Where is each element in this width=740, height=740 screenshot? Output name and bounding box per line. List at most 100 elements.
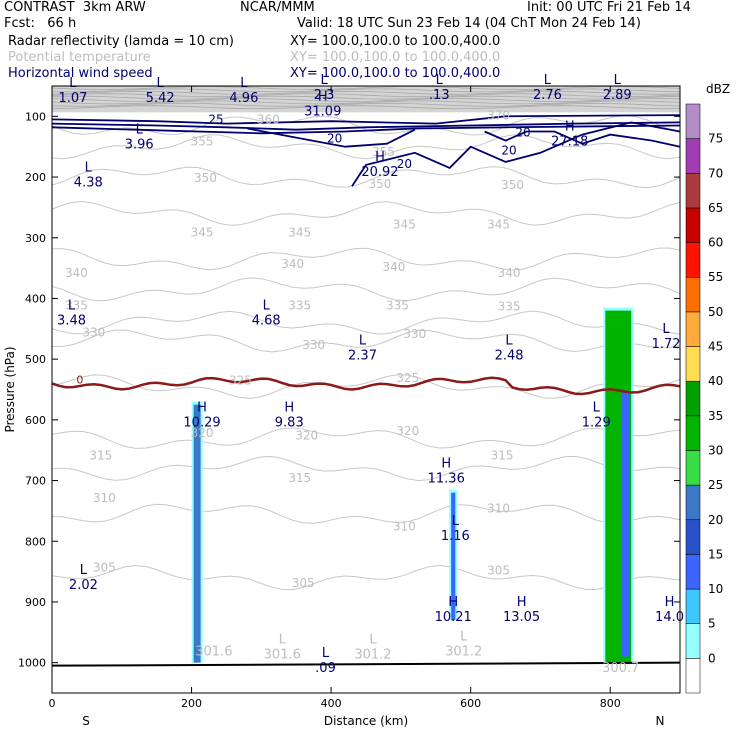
wind-contour	[51, 114, 681, 125]
theta-label: 335	[288, 298, 311, 312]
extremum-value: 301.2	[354, 648, 391, 663]
field-xy-wind: XY= 100.0,100.0 to 100.0,400.0	[290, 66, 501, 81]
colorbar-swatch	[685, 103, 701, 139]
theta-label: 335	[65, 298, 88, 312]
product-title: CONTRAST 3km ARW	[4, 0, 146, 15]
colorbar-label: 70	[708, 166, 723, 180]
theta-label: 330	[403, 327, 426, 341]
y-tick-label: 400	[25, 292, 46, 305]
y-tick-label: 800	[25, 535, 46, 548]
theta-label: 335	[498, 300, 521, 314]
extremum-value: 1.29	[582, 416, 611, 431]
y-tick-label: 1000	[18, 657, 46, 670]
extremum-value: 1.16	[441, 529, 470, 544]
wind-contours	[51, 114, 681, 667]
theta-line-dense	[51, 95, 681, 100]
colorbar-label: 25	[708, 478, 723, 492]
theta-label: 345	[191, 226, 214, 240]
colorbar-swatch	[685, 207, 701, 243]
extremum-value: 11.36	[428, 472, 465, 487]
wind-label: 20	[501, 144, 516, 158]
theta-label: 355	[191, 134, 214, 148]
theta-label: 315	[89, 448, 112, 462]
extremum-letter: L	[136, 123, 144, 138]
extremum-value: 3.96	[125, 138, 154, 153]
theta-label: 315	[491, 448, 514, 462]
colorbar-label: 15	[708, 547, 723, 561]
theta-line-dense	[51, 86, 681, 90]
extremum-letter: H	[197, 401, 207, 416]
field-xy-reflectivity: XY= 100.0,100.0 to 100.0,400.0	[290, 34, 501, 49]
extremum-letter: L	[85, 160, 93, 175]
theta-line-dense	[51, 98, 681, 102]
upper-shading	[51, 86, 681, 113]
colorbar-swatch	[685, 588, 701, 624]
colorbar-label: 35	[708, 409, 723, 423]
x-axis-title: Distance (km)	[324, 714, 408, 728]
x-tick-label: 800	[600, 697, 621, 710]
theta-line-dense	[51, 88, 681, 93]
extremum-value: 13.05	[503, 610, 540, 625]
wind-contour	[247, 127, 416, 148]
theta-label: 315	[288, 471, 311, 485]
colorbar-label: 0	[708, 651, 716, 665]
theta-label: 305	[93, 561, 116, 575]
theta-label: 340	[65, 266, 88, 280]
theta-label: 350	[501, 178, 524, 192]
colorbar-label: 50	[708, 305, 723, 319]
theta-contour	[51, 277, 681, 302]
extremum-letter: L	[359, 333, 367, 348]
extremum-value: 2.37	[348, 348, 377, 363]
colorbar-swatch	[685, 138, 701, 174]
theta-contour	[51, 310, 681, 335]
theta-line-dense	[51, 105, 681, 110]
colorbar-label: 60	[708, 236, 723, 250]
colorbar-label: 40	[708, 374, 723, 388]
extremum-letter: H	[665, 595, 675, 610]
extremum-letter: L	[279, 633, 287, 648]
extremum-letter: H	[318, 89, 328, 104]
wind-label: 20	[515, 125, 530, 139]
extremum-value: 27.18	[551, 135, 588, 150]
theta-label: 350	[194, 171, 217, 185]
colorbar-label: 75	[708, 132, 723, 146]
theta-line-dense	[51, 100, 681, 105]
y-tick-label: 500	[25, 353, 46, 366]
theta-label: 355	[372, 145, 395, 159]
colorbar-swatch	[685, 276, 701, 313]
extremum-letter: H	[448, 595, 458, 610]
theta-label: 345	[487, 218, 510, 232]
extremum-letter: L	[263, 299, 271, 314]
colorbar-swatch	[685, 519, 701, 555]
extremum-letter: H	[375, 150, 385, 165]
field-name-reflectivity: Radar reflectivity (lamda = 10 cm)	[8, 34, 234, 49]
colorbar-swatch	[685, 554, 701, 590]
x-tick-label: 400	[321, 697, 342, 710]
theta-label: 330	[82, 326, 105, 340]
freezing-label: 0	[76, 373, 83, 386]
reflectivity-core	[611, 395, 624, 654]
theta-label: 345	[288, 226, 311, 240]
reflectivity-cell	[451, 492, 456, 621]
init-time: Init: 00 UTC Fri 21 Feb 14	[527, 0, 691, 15]
y-tick-label: 900	[25, 596, 46, 609]
theta-label: 325	[396, 371, 419, 385]
extremum-letter: L	[505, 333, 513, 348]
extremum-value: 2.76	[533, 88, 562, 103]
theta-label: 325	[229, 374, 252, 388]
extremum-value: 2.3	[314, 88, 335, 103]
colorbar-swatch	[685, 623, 701, 659]
theta-label: 350	[369, 177, 392, 191]
y-tick-label: 600	[25, 414, 46, 427]
theta-label: 305	[292, 576, 315, 590]
wind-contour	[51, 121, 681, 131]
theta-label: 335	[386, 298, 409, 312]
wind-contour	[351, 121, 681, 187]
theta-contour	[51, 201, 681, 226]
colorbar-swatch	[685, 311, 701, 347]
wind-label: 20	[327, 131, 342, 145]
extremum-value: 301.2	[445, 645, 482, 660]
extremum-value: 10.21	[435, 610, 472, 625]
theta-contour	[51, 564, 681, 591]
